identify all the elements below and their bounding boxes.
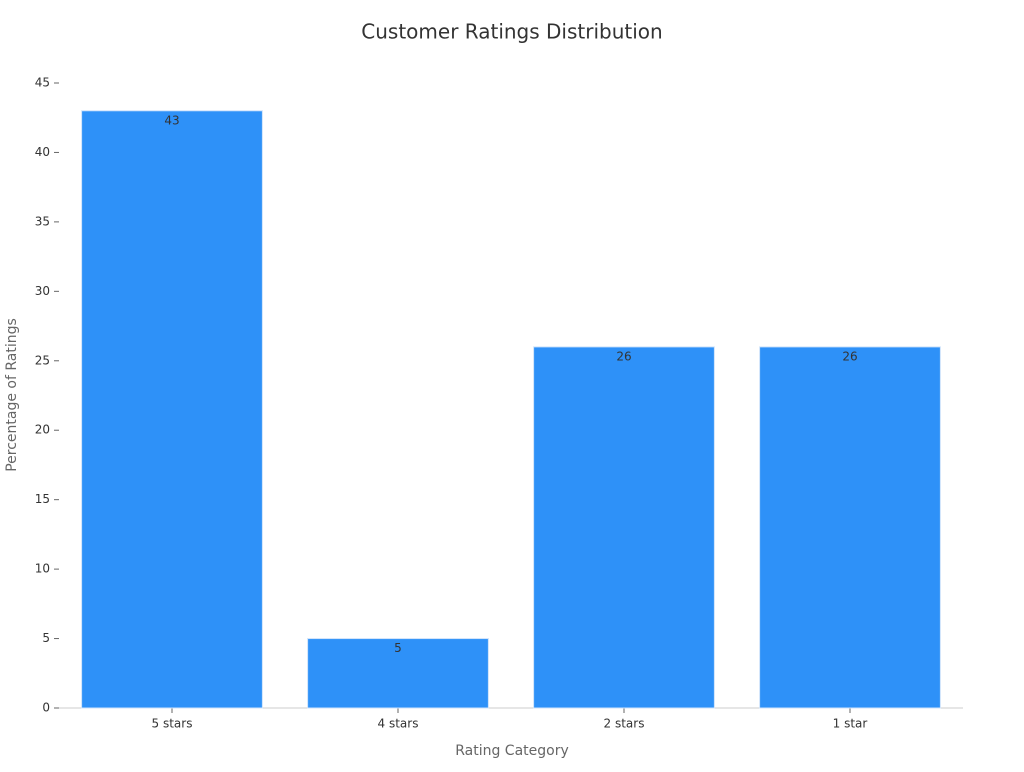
y-tick-label: 10 xyxy=(35,562,50,576)
x-tick-label: 5 stars xyxy=(152,717,193,731)
y-tick-label: 35 xyxy=(35,214,50,228)
y-tick-label: 25 xyxy=(35,353,50,367)
x-tick-label: 2 stars xyxy=(604,717,645,731)
bar xyxy=(759,346,941,709)
y-tick-label: 15 xyxy=(35,492,50,506)
chart-title: Customer Ratings Distribution xyxy=(361,20,662,44)
y-tick-label: 20 xyxy=(35,423,50,437)
bar xyxy=(307,638,489,709)
x-tick-label: 1 star xyxy=(833,717,868,731)
bar xyxy=(533,346,715,709)
x-axis-label: Rating Category xyxy=(455,743,569,759)
y-tick-label: 45 xyxy=(35,76,50,90)
data-label: 26 xyxy=(616,349,631,363)
y-tick-label: 0 xyxy=(42,701,50,715)
bar xyxy=(81,110,263,709)
x-tick-label: 4 stars xyxy=(378,717,419,731)
y-axis-label: Percentage of Ratings xyxy=(4,318,20,472)
y-tick-label: 40 xyxy=(35,145,50,159)
y-tick-label: 5 xyxy=(42,631,50,645)
data-label: 43 xyxy=(164,113,179,127)
y-tick-label: 30 xyxy=(35,284,50,298)
data-label: 5 xyxy=(394,641,402,655)
data-label: 26 xyxy=(842,349,857,363)
